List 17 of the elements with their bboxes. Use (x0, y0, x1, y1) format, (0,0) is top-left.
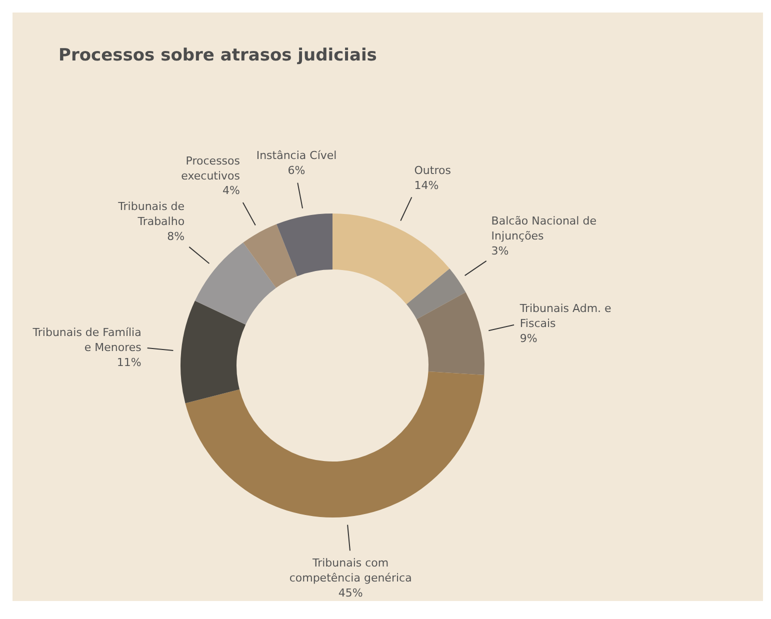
data-label: 9% (520, 332, 538, 346)
slice-label: Processos executivos (181, 154, 240, 182)
slice-label: Tribunais com competência genérica (289, 556, 412, 585)
slice-label: Instância Cível (256, 148, 337, 162)
data-label: 45% (338, 586, 363, 600)
data-label: 3% (491, 244, 509, 258)
slice-label: Outros (414, 164, 452, 177)
slice-label: Tribunais de Trabalho (117, 200, 185, 228)
data-label: 14% (414, 178, 439, 192)
data-label: 11% (116, 356, 142, 369)
data-label: 6% (288, 164, 306, 177)
slice-label: Balcão Nacional de Injunções (491, 214, 597, 243)
slice-label: Tribunais Adm. e Fiscais (518, 302, 612, 330)
chart-title: Processos sobre atrasos judiciais (58, 46, 377, 66)
data-label: 4% (222, 184, 240, 198)
data-label: 8% (167, 230, 185, 244)
slice-label: Tribunais de Família e Menores (32, 326, 142, 354)
